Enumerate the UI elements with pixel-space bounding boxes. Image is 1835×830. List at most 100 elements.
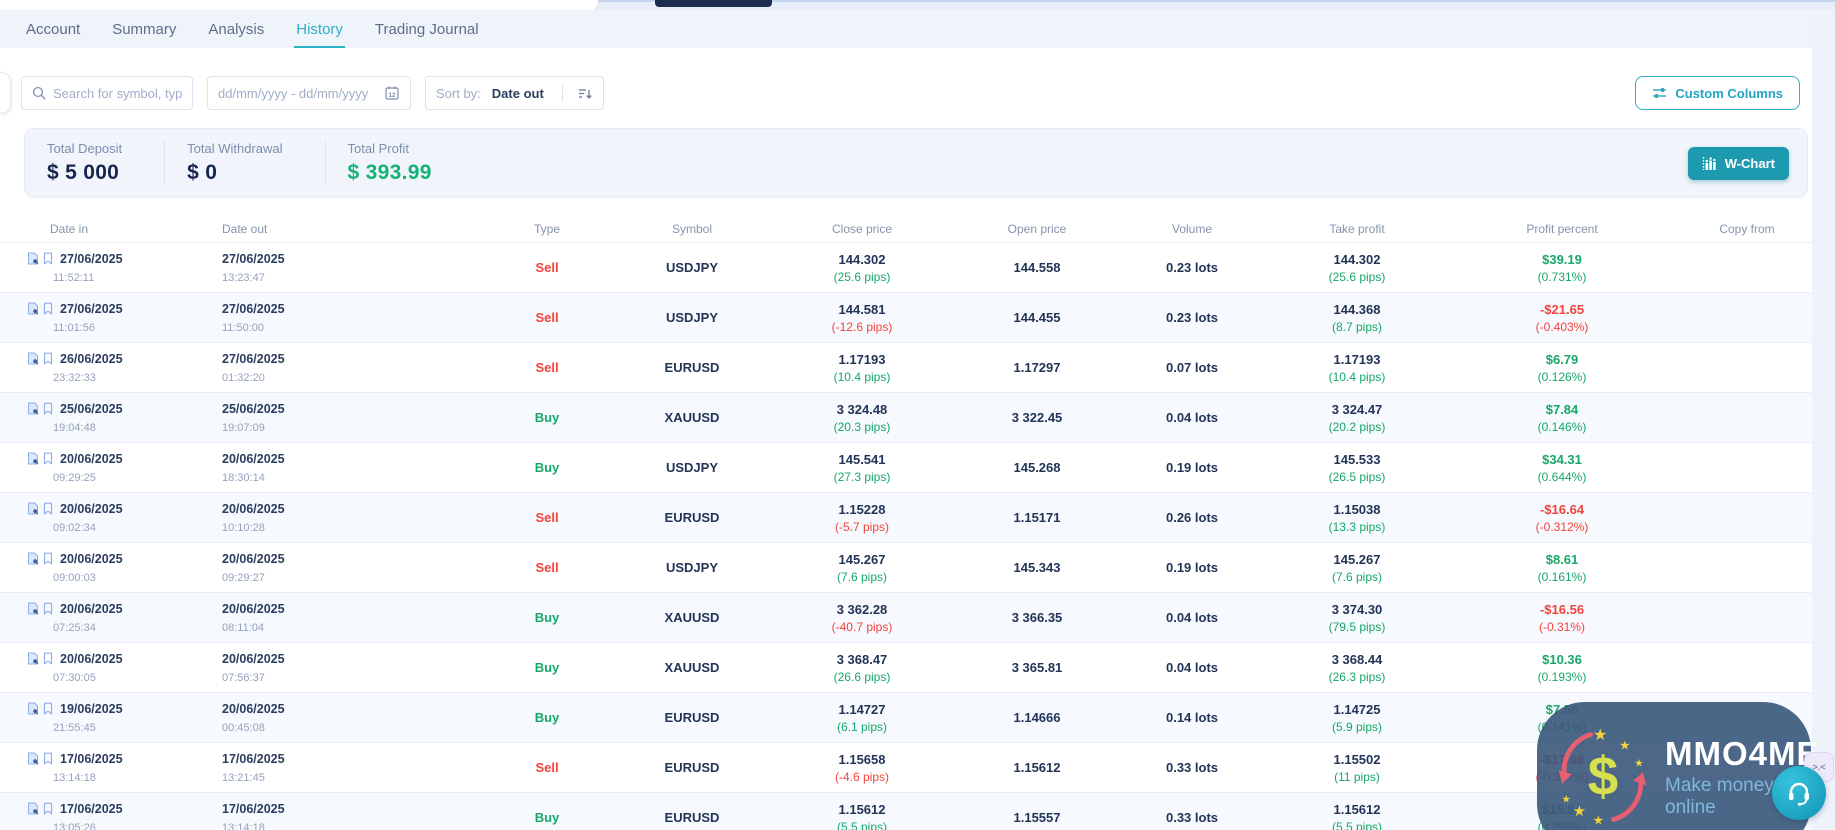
trade-details-icon[interactable] [27, 552, 39, 565]
close-price-pips: (-5.7 pips) [762, 520, 962, 534]
col-header-symbol[interactable]: Symbol [622, 222, 762, 236]
bookmark-icon[interactable] [42, 752, 54, 765]
col-header-take-profit[interactable]: Take profit [1272, 222, 1442, 236]
col-header-open-price[interactable]: Open price [962, 222, 1112, 236]
date-in-value: 27/06/2025 [60, 252, 123, 266]
bookmark-icon[interactable] [42, 302, 54, 315]
custom-columns-label: Custom Columns [1675, 86, 1783, 101]
col-header-close-price[interactable]: Close price [762, 222, 962, 236]
date-in-value: 25/06/2025 [60, 402, 123, 416]
cell-type: Sell [472, 760, 622, 775]
search-input[interactable] [53, 86, 182, 101]
close-price-value: 1.15612 [762, 802, 962, 817]
trade-details-icon[interactable] [27, 502, 39, 515]
bookmark-icon[interactable] [42, 352, 54, 365]
cell-type: Sell [472, 510, 622, 525]
left-panel-handle[interactable] [0, 72, 11, 114]
take-profit-value: 1.14725 [1272, 702, 1442, 717]
time-in-value: 07:25:34 [53, 622, 222, 634]
bookmark-icon[interactable] [42, 602, 54, 615]
close-price-value: 145.267 [762, 552, 962, 567]
trade-details-icon[interactable] [27, 602, 39, 615]
trade-details-icon[interactable] [27, 752, 39, 765]
cell-take-profit: 3 324.47 (20.2 pips) [1272, 402, 1442, 434]
tab-trading-journal[interactable]: Trading Journal [375, 10, 479, 48]
sort-dropdown[interactable]: Sort by: Date out [425, 76, 604, 110]
col-header-date-in[interactable]: Date in [0, 222, 222, 236]
take-profit-pips: (8.7 pips) [1272, 320, 1442, 334]
table-row[interactable]: 27/06/2025 11:01:56 27/06/2025 11:50:00 … [0, 292, 1812, 342]
bookmark-icon[interactable] [42, 502, 54, 515]
custom-columns-button[interactable]: Custom Columns [1635, 76, 1800, 110]
table-row[interactable]: 25/06/2025 19:04:48 25/06/2025 19:07:09 … [0, 392, 1812, 442]
svg-text:$: $ [1588, 745, 1619, 807]
table-row[interactable]: 20/06/2025 09:29:25 20/06/2025 18:30:14 … [0, 442, 1812, 492]
cell-take-profit: 1.17193 (10.4 pips) [1272, 352, 1442, 384]
col-header-copy-from[interactable]: Copy from [1682, 222, 1812, 236]
trade-details-icon[interactable] [27, 802, 39, 815]
profit-value: $39.19 [1442, 252, 1682, 267]
support-chat-button[interactable] [1772, 766, 1826, 820]
sort-direction-icon[interactable] [578, 86, 593, 101]
bookmark-icon[interactable] [42, 402, 54, 415]
table-row[interactable]: 27/06/2025 11:52:11 27/06/2025 13:23:47 … [0, 242, 1812, 292]
table-row[interactable]: 20/06/2025 07:30:05 20/06/2025 07:56:37 … [0, 642, 1812, 692]
cell-close-price: 1.15228 (-5.7 pips) [762, 502, 962, 534]
bookmark-icon[interactable] [42, 552, 54, 565]
wchart-button[interactable]: W-Chart [1688, 147, 1789, 180]
table-row[interactable]: 26/06/2025 23:32:33 27/06/2025 01:32:20 … [0, 342, 1812, 392]
cell-profit-percent: $8.61 (0.161%) [1442, 552, 1682, 584]
profit-value: $6.79 [1442, 352, 1682, 367]
col-header-profit-percent[interactable]: Profit percent [1442, 222, 1682, 236]
close-price-value: 1.14727 [762, 702, 962, 717]
svg-text:★: ★ [1619, 739, 1630, 753]
table-row[interactable]: 20/06/2025 09:00:03 20/06/2025 09:29:27 … [0, 542, 1812, 592]
tab-summary[interactable]: Summary [112, 10, 176, 48]
cell-symbol: EURUSD [622, 510, 762, 525]
date-range-box[interactable]: 12 [207, 76, 411, 110]
svg-text:★: ★ [1634, 759, 1643, 770]
trade-details-icon[interactable] [27, 402, 39, 415]
trade-details-icon[interactable] [27, 452, 39, 465]
calendar-icon[interactable]: 12 [384, 85, 400, 101]
trade-type-badge: Buy [535, 610, 560, 625]
cell-date-in: 17/06/2025 13:05:26 [0, 802, 222, 830]
trade-details-icon[interactable] [27, 652, 39, 665]
cell-symbol: USDJPY [622, 460, 762, 475]
time-in-value: 09:29:25 [53, 472, 222, 484]
cell-date-out: 20/06/2025 07:56:37 [222, 652, 472, 684]
cell-profit-percent: -$21.65 (-0.403%) [1442, 302, 1682, 334]
trade-details-icon[interactable] [27, 702, 39, 715]
tab-analysis[interactable]: Analysis [208, 10, 264, 48]
cell-take-profit: 1.15038 (13.3 pips) [1272, 502, 1442, 534]
trade-details-icon[interactable] [27, 302, 39, 315]
col-header-date-out[interactable]: Date out [222, 222, 472, 236]
close-price-value: 3 324.48 [762, 402, 962, 417]
bookmark-icon[interactable] [42, 252, 54, 265]
bookmark-icon[interactable] [42, 702, 54, 715]
tab-history[interactable]: History [296, 10, 343, 48]
time-in-value: 13:14:18 [53, 772, 222, 784]
trade-type-badge: Sell [535, 760, 558, 775]
bookmark-icon[interactable] [42, 652, 54, 665]
bookmark-icon[interactable] [42, 802, 54, 815]
table-row[interactable]: 20/06/2025 07:25:34 20/06/2025 08:11:04 … [0, 592, 1812, 642]
trade-details-icon[interactable] [27, 352, 39, 365]
close-price-pips: (5.5 pips) [762, 820, 962, 830]
table-row[interactable]: 20/06/2025 09:02:34 20/06/2025 10:10:28 … [0, 492, 1812, 542]
cell-date-out: 27/06/2025 13:23:47 [222, 252, 472, 284]
bookmark-icon[interactable] [42, 452, 54, 465]
col-header-volume[interactable]: Volume [1112, 222, 1272, 236]
profit-percent-value: (0.126%) [1442, 370, 1682, 384]
date-range-input[interactable] [218, 86, 377, 101]
take-profit-pips: (10.4 pips) [1272, 370, 1442, 384]
cell-date-in: 20/06/2025 09:02:34 [0, 502, 222, 534]
cell-open-price: 144.455 [962, 310, 1112, 325]
col-header-type[interactable]: Type [472, 222, 622, 236]
trade-details-icon[interactable] [27, 252, 39, 265]
tab-account[interactable]: Account [26, 10, 80, 48]
search-box[interactable] [21, 76, 193, 110]
cell-profit-percent: -$16.64 (-0.312%) [1442, 502, 1682, 534]
cell-volume: 0.23 lots [1112, 310, 1272, 325]
date-out-value: 20/06/2025 [222, 502, 472, 516]
